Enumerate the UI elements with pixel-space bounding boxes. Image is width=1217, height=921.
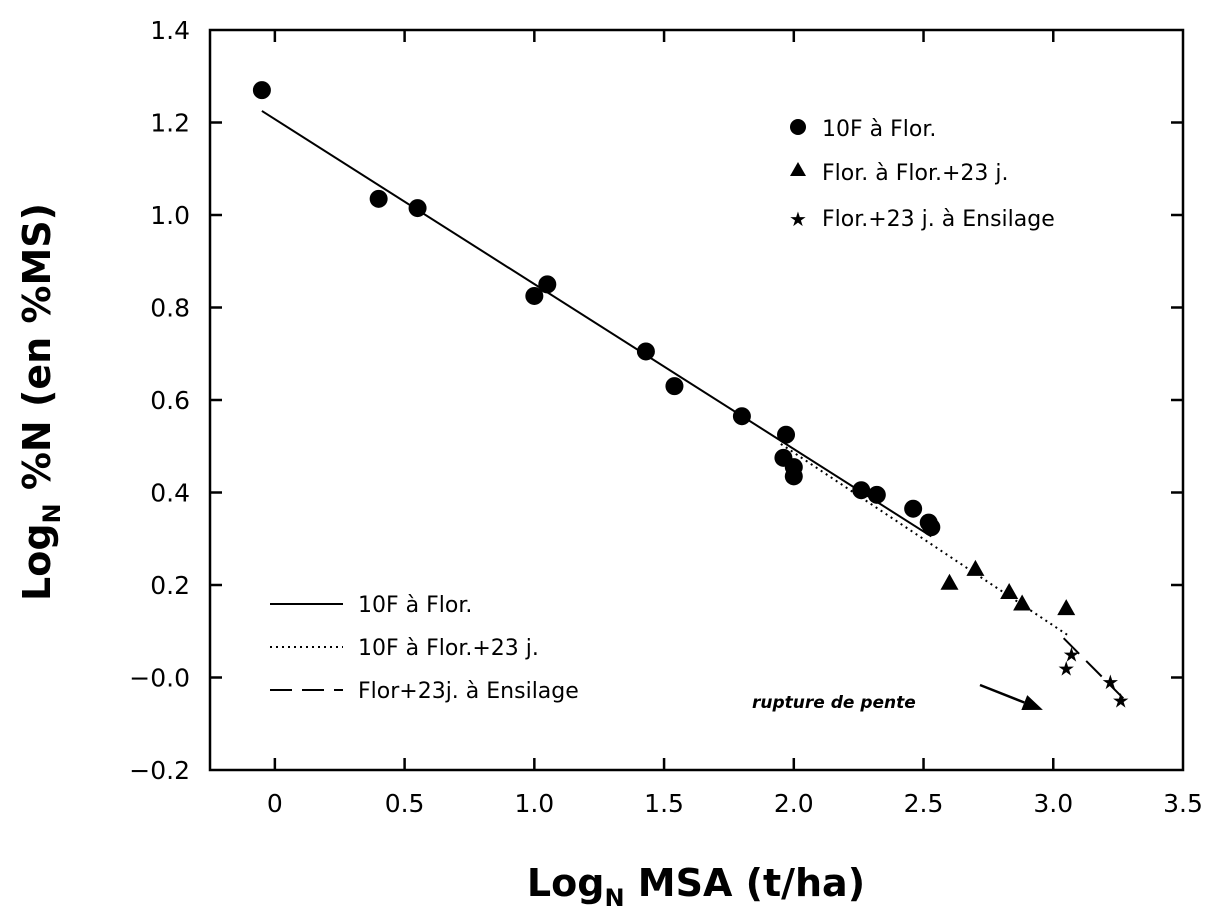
point-circle [636,342,655,361]
y-tick-label: −0.2 [129,756,190,785]
fit-line-3 [1062,637,1125,700]
line-legend: 10F à Flor. 10F à Flor.+23 j. Flor+23j. … [270,593,579,704]
x-tick-label: 3.5 [1163,789,1203,818]
point-circle [525,286,544,305]
point-circle [369,189,388,208]
y-axis-title: LogN %N (en %MS) [15,203,66,601]
y-tick-label: 1.0 [150,201,190,230]
annotation-arrow-head [1021,695,1043,710]
x-axis-title: LogN MSA (t/ha) [527,861,865,912]
x-tick-label: 2.5 [904,789,944,818]
point-triangle [1013,594,1032,611]
x-tick-labels: 0 0.5 1.0 1.5 2.0 2.5 3.0 3.5 [267,789,1203,818]
x-tick-label: 1.0 [514,789,554,818]
annotation: rupture de pente [752,683,1043,713]
legend-line-label-2: 10F à Flor.+23 j. [358,636,539,661]
point-circle [867,485,886,504]
annotation-arrow [979,683,1025,704]
y-tick-label: 0.6 [150,386,190,415]
y-tick-label: 0.8 [150,294,190,323]
legend-marker-circle [790,119,806,135]
point-triangle [940,573,959,590]
point-circle [922,518,941,537]
legend-line-label-3: Flor+23j. à Ensilage [358,679,579,704]
point-triangle [966,559,985,576]
y-tick-label: 0.2 [150,571,190,600]
x-tick-label: 1.5 [644,789,684,818]
annotation-text: rupture de pente [752,693,916,713]
point-triangle [1000,582,1019,599]
legend-line-label-1: 10F à Flor. [358,593,472,618]
legend-label-series-1: 10F à Flor. [822,117,936,142]
x-tick-label: 2.0 [774,789,814,818]
point-star: ★ [1062,642,1080,666]
point-star: ★ [1101,670,1119,694]
point-circle [852,481,871,500]
point-circle [408,199,427,218]
fit-line-1 [261,110,932,538]
y-tick-label: 0.4 [150,479,190,508]
point-circle [784,458,803,477]
legend-label-series-3: Flor.+23 j. à Ensilage [822,207,1055,232]
point-circle [732,407,751,426]
x-tick-label: 0 [267,789,283,818]
point-circle [777,425,796,444]
data-points: ★★★★ [252,81,1130,713]
y-tick-labels: −0.2 −0.0 0.2 0.4 0.6 0.8 1.0 1.2 1.4 [129,16,190,785]
legend-marker-triangle [790,162,806,176]
point-circle [538,275,557,294]
legend-marker-star: ★ [789,207,807,231]
y-tick-label: −0.0 [129,664,190,693]
y-tick-label: 1.2 [150,109,190,138]
x-tick-label: 0.5 [385,789,425,818]
point-star: ★ [1057,656,1075,680]
point-triangle [1057,599,1076,616]
point-star: ★ [1112,689,1130,713]
x-tick-label: 3.0 [1033,789,1073,818]
axis-ticks [210,30,1183,770]
point-circle [665,377,684,396]
y-tick-label: 1.4 [150,16,190,45]
marker-legend: 10F à Flor. Flor. à Flor.+23 j. ★ Flor.+… [789,117,1055,232]
point-circle [904,499,923,518]
legend-label-series-2: Flor. à Flor.+23 j. [822,161,1008,186]
plot-area-frame [208,28,1185,772]
point-circle [252,81,271,100]
